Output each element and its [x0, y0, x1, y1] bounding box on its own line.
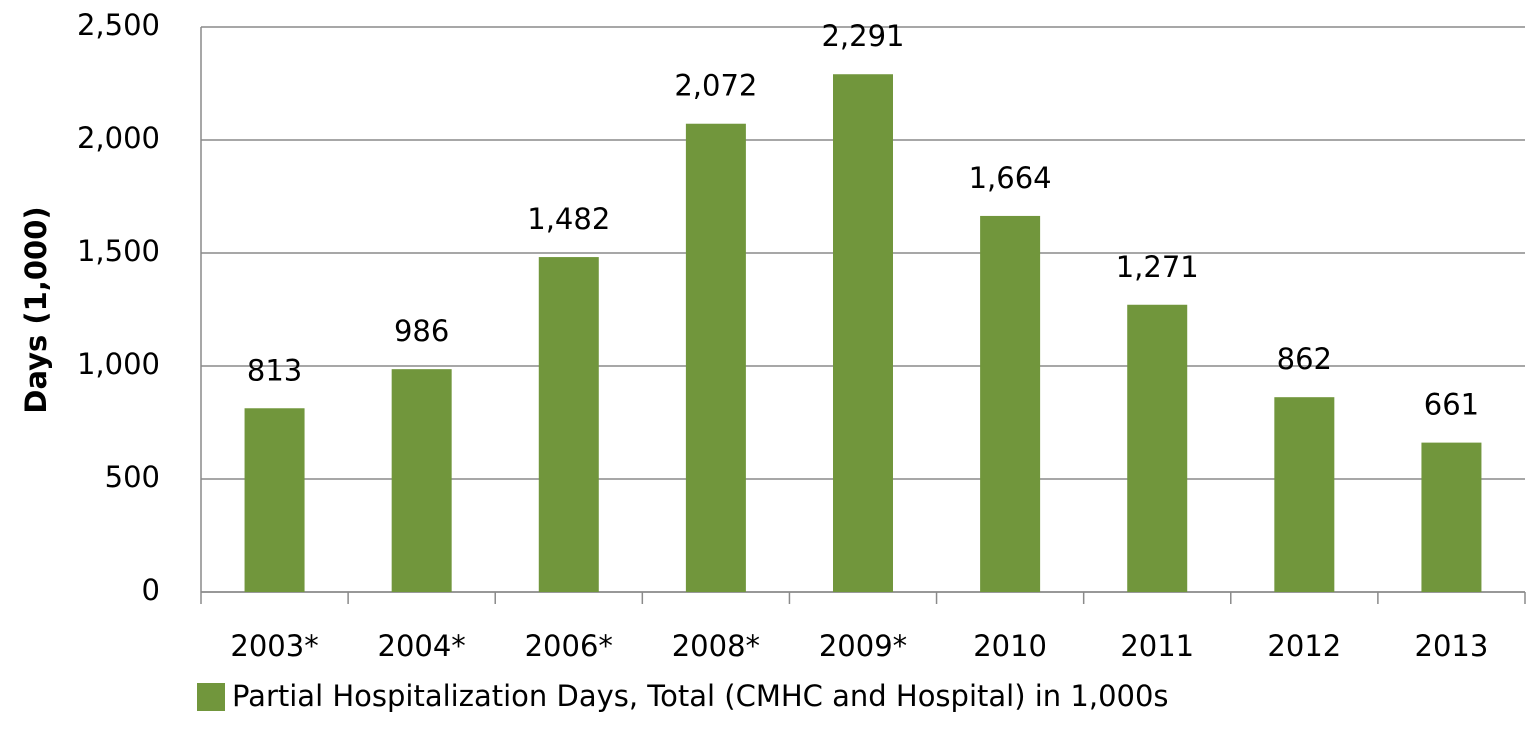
y-tick-label: 1,500 [77, 234, 160, 268]
y-axis-label: Days (1,000) [19, 206, 53, 413]
x-tick-label: 2008* [672, 629, 760, 663]
data-label: 813 [247, 353, 302, 387]
y-tick-label: 500 [105, 460, 160, 494]
data-label: 1,482 [527, 202, 610, 236]
y-tick-label: 2,500 [77, 8, 160, 42]
bar [685, 123, 746, 592]
data-label: 986 [394, 314, 449, 348]
y-tick-label: 2,000 [77, 121, 160, 155]
data-label: 1,271 [1116, 250, 1199, 284]
data-label: 2,072 [674, 69, 757, 103]
bar [980, 215, 1041, 592]
x-tick-label: 2003* [230, 629, 318, 663]
data-label: 661 [1424, 388, 1479, 422]
y-tick-label: 1,000 [77, 347, 160, 381]
x-tick-label: 2010 [973, 629, 1047, 663]
y-tick-label: 0 [142, 573, 160, 607]
bar [244, 408, 305, 592]
x-tick-label: 2012 [1267, 629, 1341, 663]
bar [1274, 397, 1335, 592]
bar [1127, 304, 1188, 592]
x-tick-label: 2004* [378, 629, 466, 663]
bar [538, 257, 599, 592]
bar [1421, 442, 1482, 592]
legend-label: Partial Hospitalization Days, Total (CMH… [232, 679, 1169, 713]
bar [833, 74, 893, 592]
x-tick-label: 2013 [1415, 629, 1489, 663]
x-tick-label: 2006* [525, 629, 613, 663]
x-tick-label: 2011 [1120, 629, 1194, 663]
data-label: 1,664 [969, 161, 1052, 195]
legend-swatch [197, 683, 225, 711]
bar [391, 369, 452, 592]
data-label: 2,291 [821, 19, 904, 53]
data-label: 862 [1277, 342, 1332, 376]
x-tick-label: 2009* [819, 629, 907, 663]
